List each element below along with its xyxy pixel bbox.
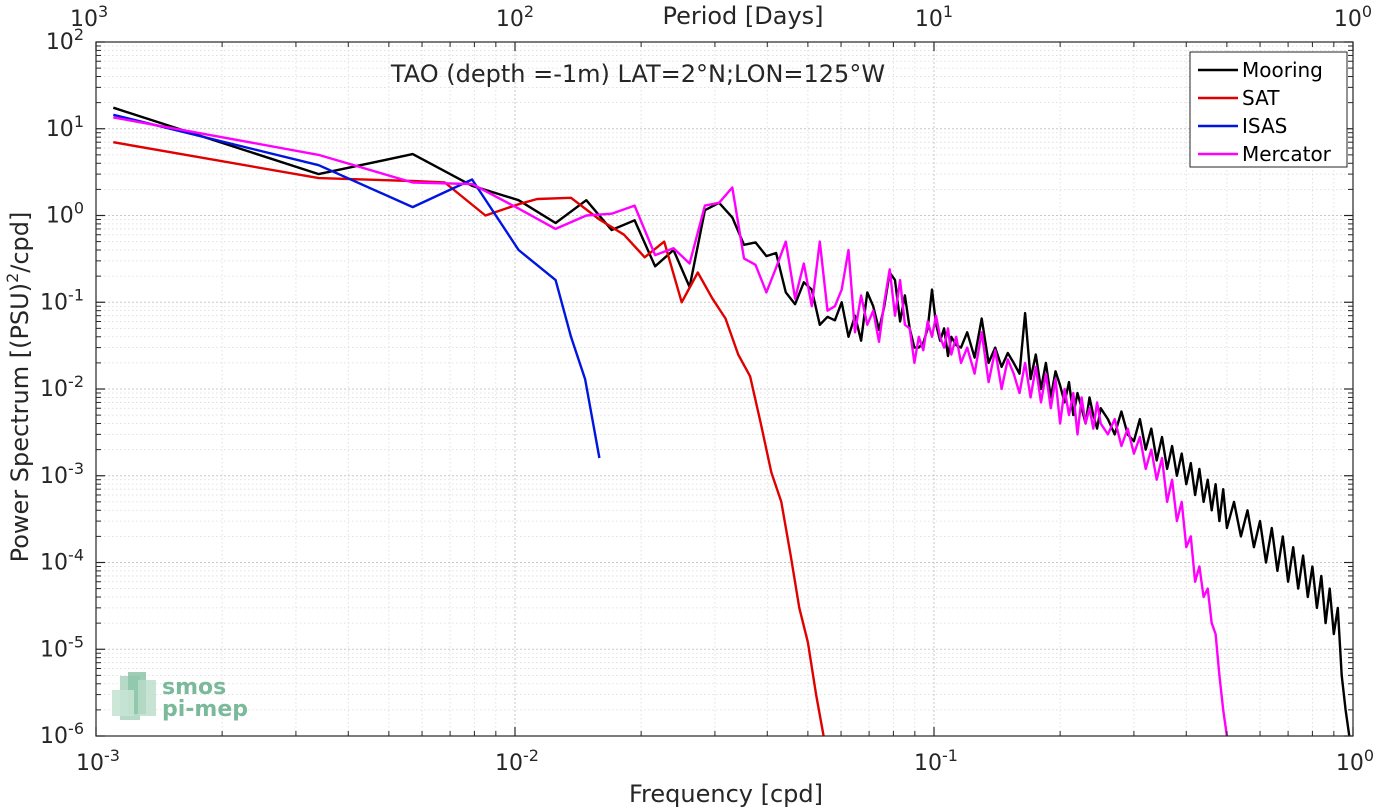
top-tick-label-exponent: 0 [1362,2,1372,21]
y-tick-label-base: 10 [40,637,68,662]
y-tick-label-base: 10 [40,377,68,402]
y-tick-label: 10-6 [40,719,84,749]
x-tick-label-exponent: -2 [523,746,539,765]
y-tick-label: 10-1 [40,285,84,315]
x-tick-label-base: 10 [1336,751,1364,776]
y-tick-label-base: 10 [46,204,74,229]
y-tick-label-base: 10 [46,30,74,55]
x-tick-label: 100 [1336,746,1374,776]
axis-ticks [95,41,1354,737]
top-tick-label-exponent: 2 [524,2,534,21]
y-tick-label: 101 [46,112,84,142]
x-tick-label-exponent: -3 [104,746,120,765]
y-tick-label: 10-3 [40,459,84,489]
y-tick-label-exponent: 2 [74,25,84,44]
y-tick-label: 10-5 [40,632,84,662]
top-tick-label-base: 10 [915,7,943,32]
y-tick-label-base: 10 [40,551,68,576]
y-tick-label-exponent: -5 [68,632,84,651]
y-axis-title-superscript: 2 [3,273,22,283]
legend-label-sat: SAT [1242,86,1280,110]
y-tick-label: 100 [46,199,84,229]
series-layer [112,106,1351,736]
top-tick-label: 100 [1334,2,1372,32]
y-tick-label-base: 10 [40,464,68,489]
logo-text-line2: pi-mep [162,697,248,722]
smos-pi-mep-logo: smos pi-mep [112,672,248,722]
legend-label-mooring: Mooring [1242,58,1323,82]
y-tick-label-exponent: -1 [68,285,84,304]
top-tick-label: 103 [70,2,108,32]
series-line-isas [113,113,601,459]
series-line-sat [113,141,825,736]
top-tick-label-exponent: 3 [98,2,108,21]
y-tick-label-exponent: 1 [74,112,84,131]
legend: Mooring SAT ISAS Mercator [1189,51,1348,168]
x-tick-label-exponent: 0 [1364,746,1374,765]
x-tick-label-base: 10 [76,751,104,776]
y-tick-label-base: 10 [46,117,74,142]
top-tick-label-base: 10 [70,7,98,32]
chart-title: TAO (depth =-1m) LAT=2°N;LON=125°W [390,60,885,88]
top-tick-label-base: 10 [1334,7,1362,32]
top-tick-label-exponent: 1 [943,2,953,21]
y-tick-label-exponent: 0 [74,199,84,218]
top-tick-label: 102 [496,2,534,32]
y-tick-label-exponent: -3 [68,459,84,478]
y-axis-title-main: Power Spectrum [(PSU) [6,283,34,562]
y-tick-label-exponent: -6 [68,719,84,738]
y-tick-label-base: 10 [40,724,68,749]
series-line-mooring [112,106,1351,736]
legend-label-mercator: Mercator [1242,142,1332,166]
y-tick-label: 10-4 [40,546,84,576]
y-tick-label: 10-2 [40,372,84,402]
x-tick-label-base: 10 [495,751,523,776]
minor-grid [96,42,1353,736]
y-tick-label-exponent: -4 [68,546,84,565]
x-tick-label-exponent: -1 [942,746,958,765]
y-axis-title-tail: /cpd] [6,212,34,273]
y-tick-label: 102 [46,25,84,55]
y-tick-label-exponent: -2 [68,372,84,391]
x-tick-label: 10-3 [76,746,120,776]
legend-label-isas: ISAS [1242,114,1287,138]
logo-mark-icon [112,672,156,720]
y-axis-title: Power Spectrum [(PSU)2/cpd] [3,212,34,563]
series-line-mercator [113,116,1229,736]
x-axis-title: Frequency [cpd] [629,780,823,808]
top-axis-title: Period [Days] [662,2,823,30]
x-tick-label: 10-2 [495,746,539,776]
y-tick-label-base: 10 [40,290,68,315]
logo-text-line1: smos [162,675,226,700]
x-tick-label: 10-1 [914,746,958,776]
top-tick-label-base: 10 [496,7,524,32]
x-tick-label-base: 10 [914,751,942,776]
top-tick-label: 101 [915,2,953,32]
